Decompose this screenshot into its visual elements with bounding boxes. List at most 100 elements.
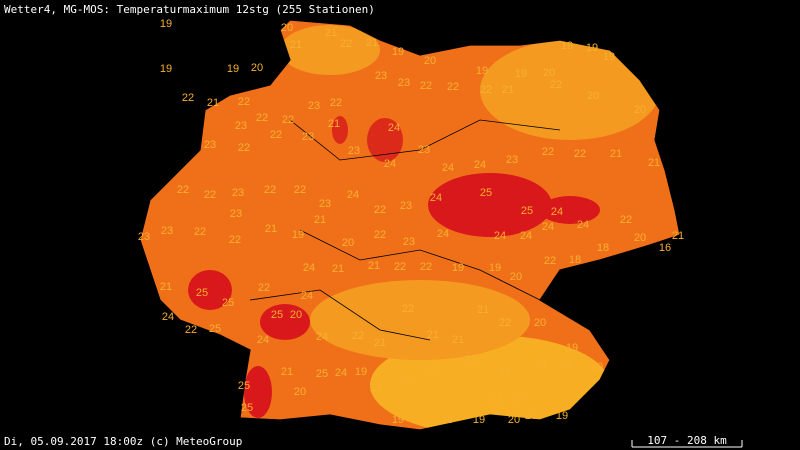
station-value: 20 [587,90,599,102]
station-value: 23 [400,200,412,212]
station-value: 22 [352,330,364,342]
station-value: 25 [316,368,328,380]
station-value: 25 [238,380,250,392]
station-value: 20 [525,410,537,422]
station-value: 20 [543,67,555,79]
field-hot [428,173,552,237]
station-value: 22 [542,146,554,158]
station-value: 20 [294,386,306,398]
station-value: 22 [256,112,268,124]
station-value: 22 [185,324,197,336]
station-value: 21 [265,223,277,235]
station-value: 22 [330,97,342,109]
station-value: 21 [648,157,660,169]
station-value: 21 [325,27,337,39]
station-value: 24 [301,290,313,302]
station-value: 24 [303,262,315,274]
field-hot [260,304,310,340]
station-value: 25 [271,309,283,321]
station-value: 21 [464,354,476,366]
station-value: 19 [392,46,404,58]
station-value: 22 [544,255,556,267]
station-value: 19 [292,229,304,241]
station-value: 25 [521,205,533,217]
station-value: 21 [477,304,489,316]
station-value: 23 [302,131,314,143]
station-value: 22 [270,129,282,141]
station-value: 24 [520,230,532,242]
station-value: 21 [535,359,547,371]
station-value: 21 [207,97,219,109]
field-warm [310,280,530,360]
station-value: 20 [251,62,263,74]
station-value: 18 [569,254,581,266]
station-value: 23 [230,208,242,220]
station-value: 20 [290,309,302,321]
station-value: 20 [281,22,293,34]
station-value: 21 [314,214,326,226]
station-value: 21 [502,84,514,96]
station-value: 19 [476,65,488,77]
station-value: 19 [556,410,568,422]
station-value: 24 [162,311,174,323]
station-value: 21 [374,337,386,349]
station-value: 19 [566,342,578,354]
field-hot [367,118,403,162]
station-value: 19 [160,18,172,30]
station-value: 21 [499,366,511,378]
station-value: 25 [209,323,221,335]
station-value: 23 [204,139,216,151]
station-value: 23 [398,77,410,89]
station-value: 22 [258,282,270,294]
station-value: 24 [388,122,400,134]
station-value: 22 [374,204,386,216]
station-value: 20 [510,271,522,283]
scale-label: 107 - 208 km [647,434,727,447]
station-value: 22 [229,234,241,246]
station-value: 22 [282,114,294,126]
field-warm [480,40,660,140]
station-value: 19 [561,40,573,52]
station-value: 21 [366,37,378,49]
station-value: 22 [204,189,216,201]
station-value: 22 [374,229,386,241]
station-value: 22 [620,214,632,226]
station-value: 22 [499,317,511,329]
scale-bar: 107 - 208 km [631,434,743,448]
station-value: 24 [551,206,563,218]
station-value: 22 [194,226,206,238]
field-hot [540,196,600,224]
station-value: 21 [368,260,380,272]
station-value: 22 [420,80,432,92]
station-value: 21 [332,263,344,275]
station-value: 22 [480,84,492,96]
station-value: 24 [347,189,359,201]
station-value: 19 [473,414,485,426]
station-value: 22 [402,303,414,315]
station-value: 25 [241,402,253,414]
station-value: 22 [238,142,250,154]
station-value: 23 [418,144,430,156]
station-value: 25 [196,287,208,299]
station-value: 24 [384,158,396,170]
station-value: 19 [586,42,598,54]
station-value: 24 [316,331,328,343]
station-value: 23 [308,100,320,112]
station-value: 21 [452,334,464,346]
field-hot [188,270,232,310]
station-value: 24 [494,230,506,242]
station-value: 20 [514,392,526,404]
station-value: 21 [428,364,440,376]
station-value: 20 [342,237,354,249]
station-value: 19 [355,366,367,378]
station-value: 19 [515,68,527,80]
station-value: 22 [340,38,352,50]
station-value: 21 [490,392,502,404]
station-value: 19 [160,63,172,75]
station-value: 21 [290,39,302,51]
station-value: 25 [480,187,492,199]
station-value: 24 [257,334,269,346]
title: Wetter4, MG-MOS: Temperaturmaximum 12stg… [4,3,375,16]
station-value: 20 [424,55,436,67]
